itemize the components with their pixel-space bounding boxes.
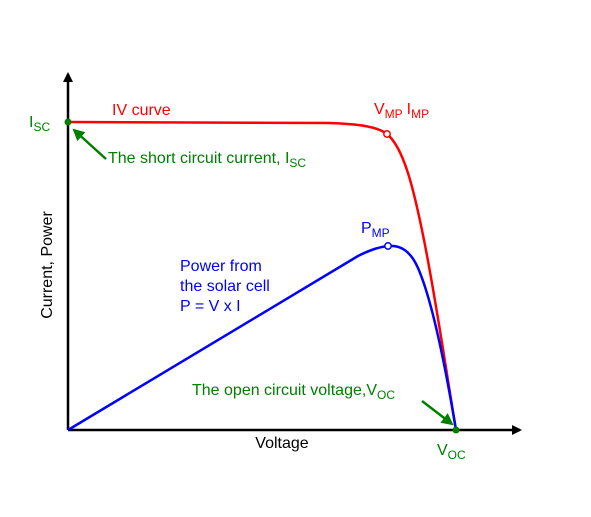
open-circuit-label: The open circuit voltage,VOC <box>192 382 395 402</box>
x-axis-label: Voltage <box>255 435 308 452</box>
mpp-power-point <box>384 242 392 250</box>
isc-point <box>64 118 72 126</box>
short-circuit-label: The short circuit current, ISC <box>108 150 306 170</box>
voc-label: VOC <box>437 442 466 462</box>
vmp-imp-label: VMP IMP <box>374 101 429 121</box>
power-curve-line <box>67 244 458 432</box>
pmp-label: PMP <box>361 220 390 240</box>
isc-label: ISC <box>29 114 50 134</box>
open-circuit-arrow <box>421 400 454 426</box>
short-circuit-arrow <box>72 128 107 160</box>
iv-curve-label: IV curve <box>112 102 171 119</box>
mpp-current-point <box>383 130 391 138</box>
iv-curve-line <box>67 120 458 431</box>
power-label: Power from the solar cell P = V x I <box>180 258 274 315</box>
y-axis-label: Current, Power <box>39 211 56 319</box>
voc-point <box>452 426 460 434</box>
